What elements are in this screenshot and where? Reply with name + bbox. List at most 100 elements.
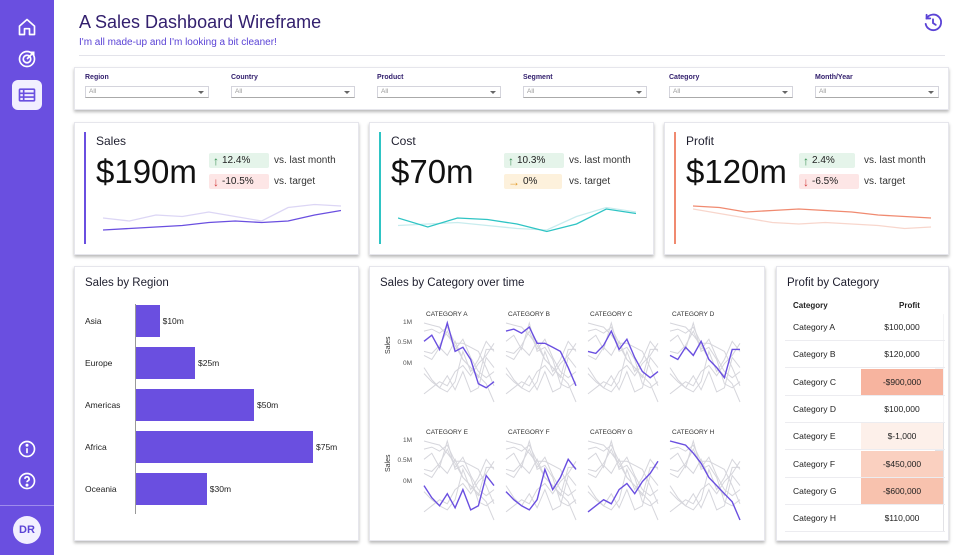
chevron-down-icon	[490, 91, 496, 94]
region-label: Americas	[85, 400, 121, 410]
y-tick-label: 0M	[402, 477, 412, 485]
help-nav-button[interactable]	[12, 466, 42, 496]
filter-dropdown[interactable]: All	[815, 86, 939, 98]
y-tick-label: 1M	[402, 437, 412, 444]
table-icon	[18, 88, 36, 102]
filter-dropdown[interactable]: All	[231, 86, 355, 98]
filter-dropdown[interactable]: All	[669, 86, 793, 98]
table-row[interactable]: Category B $120,000	[785, 341, 945, 369]
region-label: Europe	[85, 358, 113, 368]
filter-label: Region	[85, 74, 109, 81]
region-bar[interactable]	[136, 347, 195, 379]
profit-table-header-category: Category	[793, 301, 828, 310]
arrow-up-icon: ↑	[213, 153, 219, 168]
help-icon	[18, 472, 36, 490]
background-series-line	[423, 440, 495, 521]
filter-dropdown[interactable]: All	[85, 86, 209, 98]
background-series-line	[587, 326, 659, 386]
kpi-card-profit: Profit $120m ↑ 2.4% vs. last month ↓ -6.5% vs. …	[664, 122, 949, 255]
small-multiple-title: CATEGORY A	[426, 311, 468, 318]
small-multiple-title: CATEGORY G	[590, 429, 633, 436]
delta-value: -10.5%	[222, 176, 254, 187]
sparkline-comparison	[693, 208, 931, 230]
table-nav-button[interactable]	[12, 80, 42, 110]
table-row[interactable]: Category A $100,000	[785, 314, 945, 341]
target-icon	[18, 50, 36, 68]
background-series-line	[423, 458, 494, 497]
series-line	[669, 440, 741, 521]
region-bar[interactable]	[136, 305, 160, 337]
background-series-line	[505, 440, 577, 521]
sparkline-main	[398, 208, 636, 233]
series-line	[587, 329, 659, 379]
y-tick-label: 0.5M	[397, 339, 412, 347]
profit-value-cell: $100,000	[861, 314, 943, 340]
delta-comparison-label: vs. last month	[569, 155, 631, 166]
small-multiple-title: CATEGORY E	[426, 429, 468, 436]
background-series-line	[587, 343, 659, 395]
profit-category-cell: Category C	[793, 376, 836, 387]
delta-value: 0%	[523, 176, 538, 187]
delta-comparison-label: vs. target	[274, 176, 316, 187]
table-row[interactable]: Category D $100,000	[785, 395, 945, 423]
chevron-down-icon	[928, 91, 934, 94]
series-line	[505, 457, 577, 511]
arrow-flat-icon: →	[508, 174, 520, 189]
filter-country: Country All	[231, 74, 355, 98]
y-tick-label: 0M	[402, 359, 412, 367]
background-series-line	[587, 474, 659, 511]
filter-value: All	[381, 88, 389, 95]
background-series-line	[587, 444, 659, 504]
filter-dropdown[interactable]: All	[377, 86, 501, 98]
filter-value: All	[527, 88, 535, 95]
table-row[interactable]: Category F -$450,000	[785, 450, 945, 478]
region-bar[interactable]	[136, 389, 254, 421]
region-value-label: $30m	[209, 484, 232, 494]
filter-dropdown[interactable]: All	[523, 86, 647, 98]
avatar[interactable]: DR	[13, 516, 41, 544]
region-bar[interactable]	[136, 431, 313, 463]
arrow-down-icon: ↓	[213, 174, 219, 189]
table-row[interactable]: Category H $110,000	[785, 505, 945, 533]
table-row[interactable]: Category C -$900,000	[785, 368, 945, 396]
background-series-line	[423, 340, 494, 379]
region-value-label: $25m	[198, 358, 220, 368]
home-nav-button[interactable]	[12, 12, 42, 42]
background-series-line	[505, 474, 577, 511]
background-series-line	[423, 356, 495, 393]
small-multiple-title: CATEGORY C	[590, 311, 633, 318]
target-nav-button[interactable]	[12, 44, 42, 74]
region-label: Africa	[85, 442, 107, 452]
small-multiple-title: CATEGORY B	[508, 311, 550, 318]
info-nav-button[interactable]	[12, 434, 42, 464]
home-icon	[18, 18, 36, 36]
series-line	[587, 460, 659, 513]
chevron-down-icon	[782, 91, 788, 94]
info-icon	[18, 440, 36, 458]
kpi-value: $70m	[391, 153, 474, 190]
delta-badge: ↓ -6.5%	[799, 174, 859, 189]
profit-category-cell: Category D	[793, 403, 836, 414]
sparkline-chart	[693, 205, 931, 230]
profit-value-cell: $-1,000	[861, 423, 943, 450]
profit-category-cell: Category E	[793, 431, 836, 442]
region-label: Asia	[85, 316, 102, 326]
region-bar[interactable]	[136, 473, 207, 505]
table-row[interactable]: Category E $-1,000	[785, 423, 945, 451]
background-series-line	[587, 322, 659, 403]
kpi-value: $190m	[96, 153, 197, 190]
kpi-accent-bar	[84, 132, 86, 244]
sparkline-chart	[103, 203, 341, 231]
small-multiples-chart	[423, 320, 741, 521]
sparkline-comparison	[103, 203, 341, 222]
table-row[interactable]: Category G -$600,000	[785, 477, 945, 505]
refresh-icon[interactable]	[922, 12, 944, 34]
kpi-value: $120m	[686, 153, 787, 190]
filter-region: Region All	[85, 74, 209, 98]
delta-comparison-label: vs. last month	[274, 155, 336, 166]
region-value-label: $75m	[316, 442, 338, 452]
filter-value: All	[89, 88, 97, 95]
filter-product: Product All	[377, 74, 501, 98]
delta-value: -6.5%	[812, 176, 839, 187]
profit-by-category-title: Profit by Category	[787, 277, 880, 289]
